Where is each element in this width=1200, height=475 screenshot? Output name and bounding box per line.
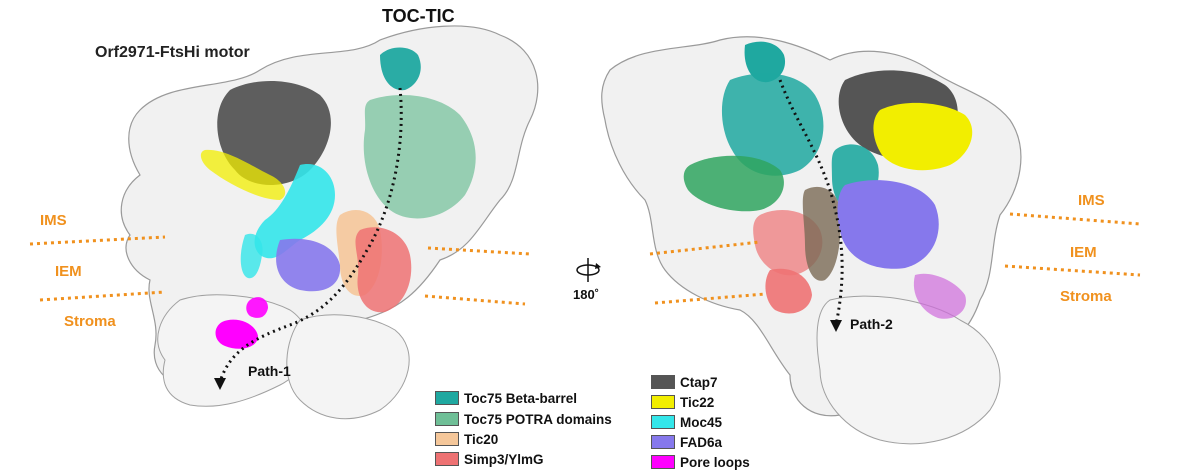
motor-subtitle: Orf2971-FtsHi motor xyxy=(95,44,250,61)
right-iem-label: IEM xyxy=(1070,244,1097,261)
left-stroma-label: Stroma xyxy=(64,313,116,330)
legend-label: Toc75 POTRA domains xyxy=(464,411,612,427)
path-2-arrowhead xyxy=(830,320,842,332)
legend-label: Toc75 Beta-barrel xyxy=(464,390,578,406)
legend-item: FAD6a xyxy=(651,433,722,451)
legend-swatch xyxy=(651,395,675,409)
legend-swatch xyxy=(651,375,675,389)
rotation-label: 180˚ xyxy=(573,287,600,302)
legend-item: Toc75 Beta-barrel xyxy=(435,389,577,407)
path-2-trace xyxy=(778,79,844,326)
rotation-arrow-icon xyxy=(576,258,601,282)
right-ims-line-left xyxy=(649,240,761,256)
left-stroma-line-right xyxy=(424,294,526,306)
legend-swatch xyxy=(435,452,459,466)
legend-item: Moc45 xyxy=(651,413,722,431)
left-complex-surface xyxy=(120,25,539,420)
legend-swatch xyxy=(435,412,459,426)
legend-item: Ctap7 xyxy=(651,373,718,391)
legend-swatch xyxy=(435,432,459,446)
legend-swatch xyxy=(651,415,675,429)
legend-label: Moc45 xyxy=(680,414,723,430)
legend-label: Ctap7 xyxy=(680,374,718,390)
figure-title: TOC-TIC xyxy=(382,6,455,26)
legend-label: Tic20 xyxy=(464,431,499,447)
left-ims-line xyxy=(29,235,166,246)
path-1-label: Path-1 xyxy=(248,363,291,379)
legend-swatch xyxy=(651,435,675,449)
right-ims-label: IMS xyxy=(1078,192,1105,209)
transport-paths xyxy=(218,79,844,383)
legend-swatch xyxy=(435,391,459,405)
left-iem-label: IEM xyxy=(55,263,82,280)
legend-item: Simp3/YlmG xyxy=(435,450,544,468)
legend-item: Tic20 xyxy=(435,430,498,448)
right-ims-line xyxy=(1009,212,1141,226)
path-1-arrowhead xyxy=(214,378,226,390)
legend-swatch xyxy=(651,455,675,469)
legend-label: Pore loops xyxy=(680,454,750,470)
legend-label: Tic22 xyxy=(680,394,715,410)
legend-label: Simp3/YlmG xyxy=(464,451,544,467)
path-1-trace xyxy=(218,87,403,383)
legend-label: FAD6a xyxy=(680,434,723,450)
legend-item: Pore loops xyxy=(651,453,750,471)
left-ims-line-right xyxy=(427,246,531,256)
left-subunits xyxy=(200,47,476,349)
left-stroma-line xyxy=(39,290,166,302)
legend-item: Toc75 POTRA domains xyxy=(435,410,612,428)
right-stroma-line-left xyxy=(654,292,766,305)
path-2-label: Path-2 xyxy=(850,316,893,332)
right-subunits xyxy=(683,41,973,319)
right-stroma-line xyxy=(1004,264,1141,277)
right-stroma-label: Stroma xyxy=(1060,288,1112,305)
legend-item: Tic22 xyxy=(651,393,714,411)
left-ims-label: IMS xyxy=(40,212,67,229)
membrane-lines xyxy=(29,212,1141,306)
